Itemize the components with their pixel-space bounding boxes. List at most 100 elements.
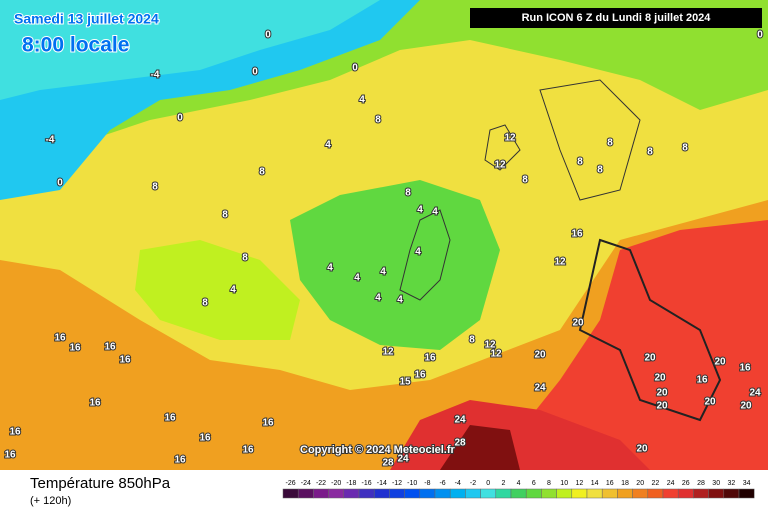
contour-label: 20 <box>714 357 726 368</box>
scale-label: 4 <box>517 480 521 487</box>
footer-title: Température 850hPa <box>30 475 171 492</box>
scale-swatch <box>601 488 618 499</box>
scale-swatch <box>449 488 466 499</box>
scale-label: -8 <box>424 480 430 487</box>
contour-label: 16 <box>164 413 176 424</box>
contour-label: 0 <box>177 113 183 124</box>
contour-label: 12 <box>490 349 502 360</box>
contour-label: 16 <box>414 370 426 381</box>
scale-label: 12 <box>576 480 584 487</box>
contour-label: 12 <box>494 160 506 171</box>
scale-swatch <box>571 488 588 499</box>
contour-label: 24 <box>534 383 546 394</box>
contour-label: 0 <box>252 67 258 78</box>
scale-label: -16 <box>362 480 372 487</box>
contour-label: 8 <box>375 115 381 126</box>
scale-swatch <box>389 488 405 499</box>
contour-label: 16 <box>696 375 708 386</box>
run-label: Run ICON 6 Z du Lundi 8 juillet 2024 <box>522 12 712 24</box>
contour-label: 4 <box>397 295 403 306</box>
contour-label: 16 <box>424 353 436 364</box>
contour-label: 20 <box>572 318 584 329</box>
contour-label: 12 <box>484 340 496 351</box>
scale-label: 14 <box>591 480 599 487</box>
contour-label: 12 <box>554 257 566 268</box>
scale-label: 0 <box>486 480 490 487</box>
contour-label: 12 <box>382 347 394 358</box>
contour-label: 4 <box>325 140 331 151</box>
scale-swatch <box>373 488 390 499</box>
contour-label: 16 <box>242 445 254 456</box>
contour-label: 24 <box>397 454 409 465</box>
contour-label: 8 <box>607 138 613 149</box>
scale-label: 30 <box>712 480 720 487</box>
contour-label: 8 <box>522 175 528 186</box>
contour-label: 16 <box>174 455 186 466</box>
scale-label: 6 <box>532 480 536 487</box>
scale-label: 26 <box>682 480 690 487</box>
scale-label: 10 <box>560 480 568 487</box>
contour-label: 20 <box>654 373 666 384</box>
run-box <box>470 8 762 28</box>
scale-swatch <box>480 488 497 499</box>
contour-label: 16 <box>69 343 81 354</box>
scale-label: -12 <box>392 480 402 487</box>
contour-label: 8 <box>242 253 248 264</box>
contour-label: 4 <box>359 95 365 106</box>
coastline <box>399 79 641 301</box>
contour-label: 28 <box>454 438 466 449</box>
contour-label: 8 <box>222 210 228 221</box>
contour-label: 16 <box>262 418 274 429</box>
scale-swatch <box>358 488 375 499</box>
scale-label: 16 <box>606 480 614 487</box>
scale-swatch <box>738 488 755 499</box>
scale-label: 20 <box>636 480 644 487</box>
contour-label: 28 <box>382 458 394 469</box>
scale-swatch <box>297 488 314 499</box>
scale-label: 32 <box>728 480 736 487</box>
scale-swatch <box>556 488 573 499</box>
contour-label: 20 <box>740 401 752 412</box>
scale-label: -6 <box>439 480 445 487</box>
scale-swatch <box>632 488 649 499</box>
field-lime <box>135 240 300 340</box>
contour-label: 8 <box>577 157 583 168</box>
contour-label: 8 <box>405 188 411 199</box>
contour-label: 8 <box>647 147 653 158</box>
scale-swatch <box>328 488 345 499</box>
contour-label: 8 <box>597 165 603 176</box>
scale-swatch <box>404 488 421 499</box>
contour-label: 20 <box>534 350 546 361</box>
contour-label: 16 <box>104 342 116 353</box>
contour-label: 0 <box>352 63 358 74</box>
scale-label: -18 <box>346 480 356 487</box>
contour-label: 20 <box>704 397 716 408</box>
contour-label: 8 <box>469 335 475 346</box>
contour-label: 16 <box>119 355 131 366</box>
contour-label: 4 <box>380 267 386 278</box>
scale-swatch <box>313 488 329 499</box>
contour-label: -4 <box>151 70 160 81</box>
contour-label: 16 <box>571 229 583 240</box>
contour-label: 0 <box>57 178 63 189</box>
scale-swatch <box>693 488 709 499</box>
field-light-cyan <box>0 0 380 100</box>
copyright: Copyright © 2024 Meteociel.fr <box>300 444 456 456</box>
contour-label: 4 <box>327 263 333 274</box>
contour-label: 8 <box>202 298 208 309</box>
contour-label: 24 <box>749 388 761 399</box>
contour-label: 8 <box>152 182 158 193</box>
contour-label: 8 <box>259 167 265 178</box>
scale-swatch <box>495 488 512 499</box>
scale-label: 24 <box>667 480 675 487</box>
contour-label: 4 <box>230 285 236 296</box>
scale-label: -20 <box>331 480 341 487</box>
contour-line <box>578 238 722 422</box>
contour-label: 24 <box>454 415 466 426</box>
scale-swatch <box>662 488 679 499</box>
scale-swatch <box>419 488 436 499</box>
scale-swatch <box>617 488 633 499</box>
scale-label: -14 <box>377 480 387 487</box>
